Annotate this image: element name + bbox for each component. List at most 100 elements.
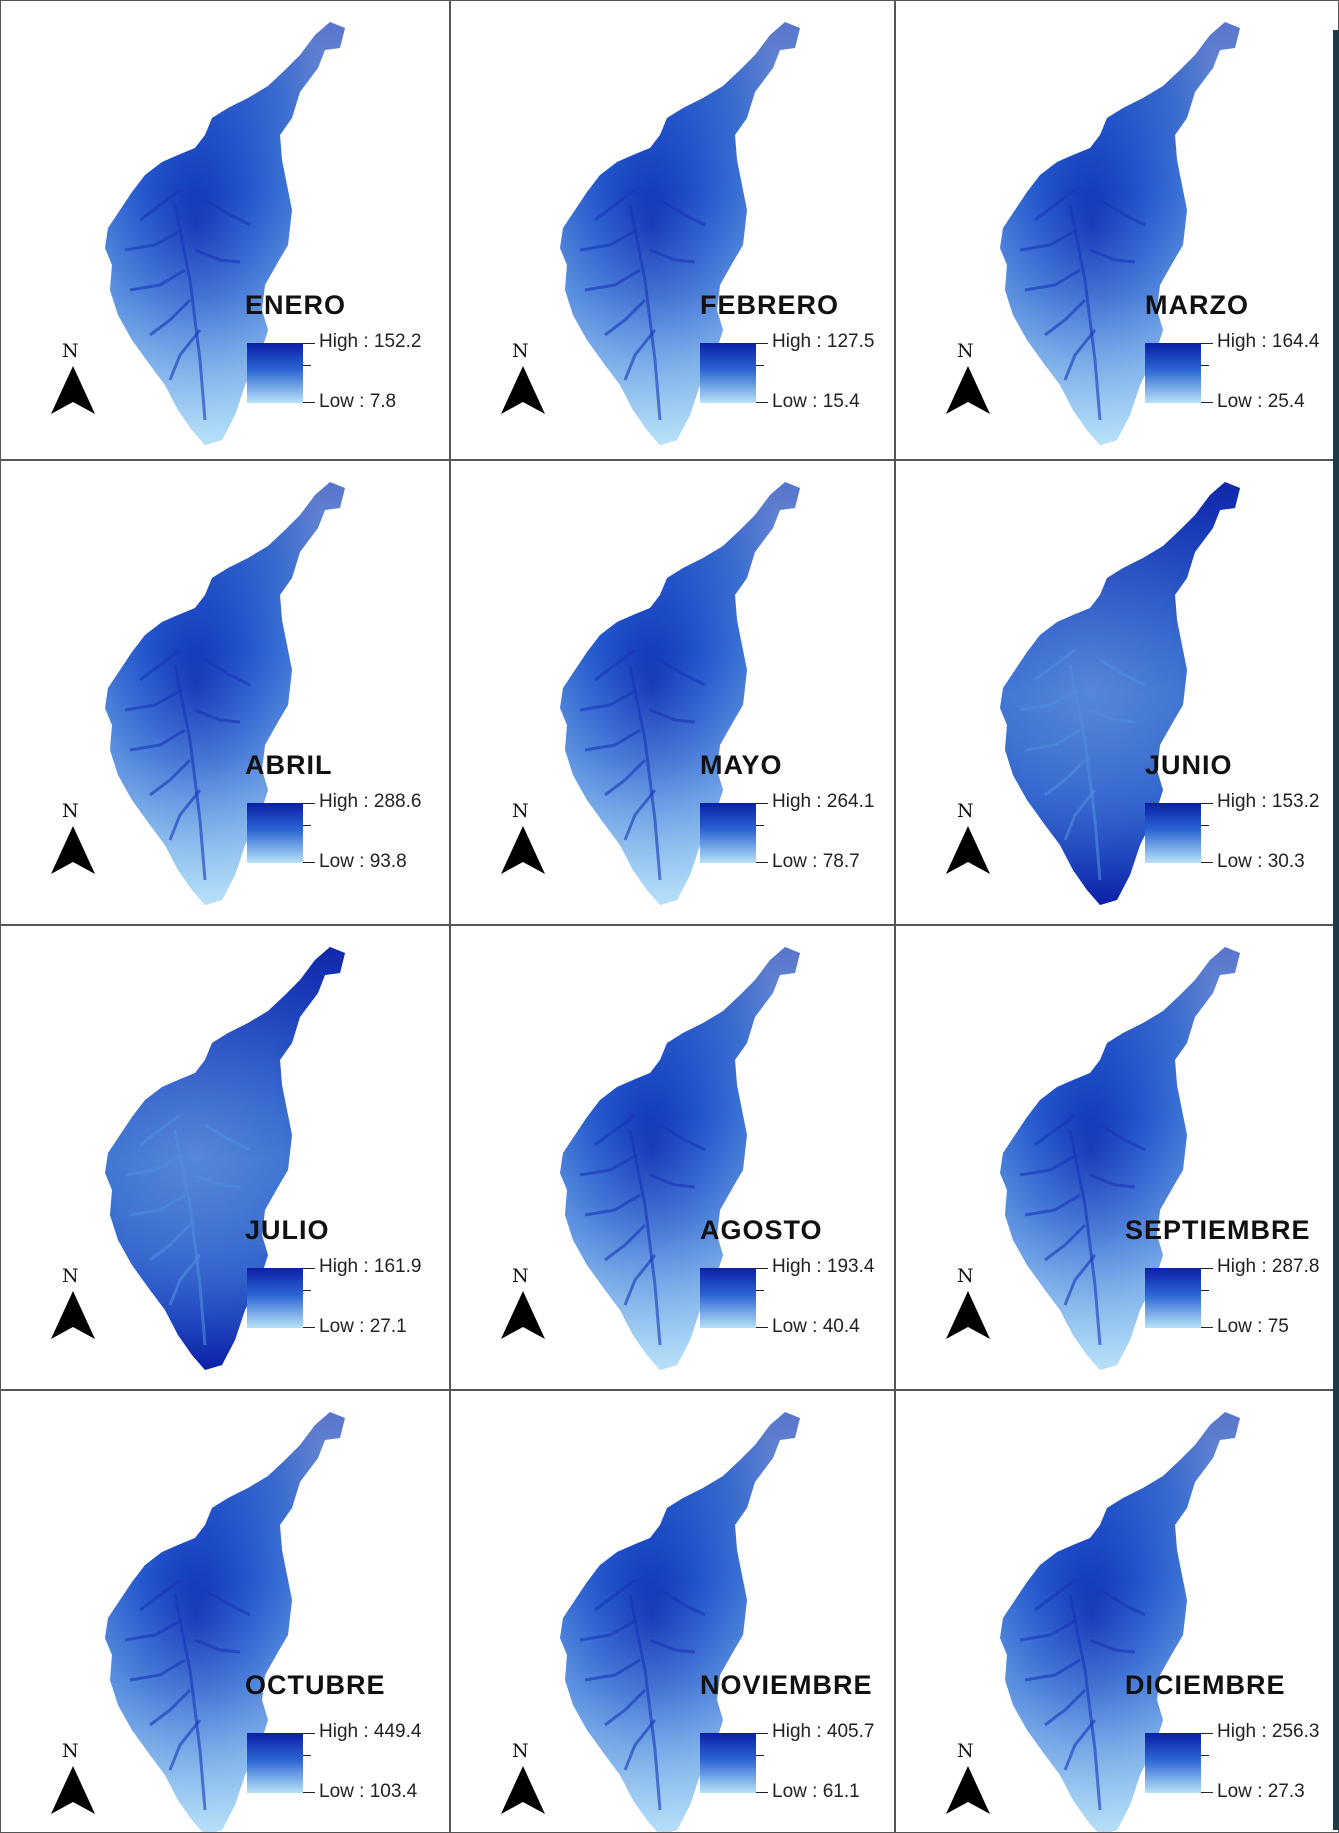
legend-high-label: High : 161.9: [319, 1256, 422, 1277]
legend-tick: [303, 1290, 311, 1291]
value-legend: High : 256.3 Low : 27.3: [1145, 1721, 1339, 1805]
map-panel-noviembre: NOVIEMBRE N High : 405.7 Low : 61.1: [450, 1390, 895, 1833]
legend-high-label: High : 127.5: [772, 331, 875, 352]
legend-tick: [1201, 1327, 1213, 1328]
legend-tick: [756, 1268, 768, 1269]
legend-high-label: High : 287.8: [1217, 1256, 1320, 1277]
month-title: ENERO: [245, 290, 347, 320]
legend-tick: [1201, 825, 1209, 826]
map-panel-marzo: MARZO N High : 164.4 Low : 25.4: [895, 0, 1339, 460]
legend-gradient-swatch: [247, 1268, 303, 1328]
legend-tick: [756, 402, 768, 403]
north-label: N: [62, 1265, 79, 1287]
north-arrow-icon: [501, 1291, 545, 1339]
north-arrow-icon: [946, 1291, 990, 1339]
month-title: FEBRERO: [700, 290, 840, 320]
legend-high-label: High : 164.4: [1217, 331, 1320, 352]
legend-tick: [1201, 1268, 1213, 1269]
legend-tick: [1201, 402, 1213, 403]
legend-gradient-swatch: [247, 803, 303, 863]
value-legend: High : 164.4 Low : 25.4: [1145, 331, 1339, 415]
basin-map: [560, 1412, 800, 1833]
north-arrow-icon: [946, 826, 990, 874]
map-panel-mayo: MAYO N High : 264.1 Low : 78.7: [450, 460, 895, 925]
legend-high-label: High : 449.4: [319, 1721, 422, 1742]
month-title: ABRIL: [245, 750, 333, 780]
basin-map: [1000, 1412, 1240, 1833]
map-panel-julio: JULIO N High : 161.9 Low : 27.1: [0, 925, 450, 1390]
legend-tick: [756, 1733, 768, 1734]
north-arrow: N: [945, 1265, 995, 1355]
month-title: JUNIO: [1145, 750, 1233, 780]
north-label: N: [957, 1265, 974, 1287]
map-panel-junio: JUNIO N High : 153.2 Low : 30.3: [895, 460, 1339, 925]
value-legend: High : 287.8 Low : 75: [1145, 1256, 1339, 1340]
north-label: N: [62, 340, 79, 362]
legend-high-label: High : 288.6: [319, 791, 422, 812]
map-panel-abril: ABRIL N High : 288.6 Low : 93.8: [0, 460, 450, 925]
legend-gradient-swatch: [247, 1733, 303, 1793]
legend-tick: [1201, 803, 1213, 804]
value-legend: High : 405.7 Low : 61.1: [700, 1721, 895, 1805]
legend-tick: [756, 1327, 768, 1328]
basin-map: [105, 947, 345, 1370]
north-arrow: N: [500, 1265, 550, 1355]
north-arrow-icon: [946, 366, 990, 414]
north-arrow: N: [500, 1740, 550, 1830]
north-label: N: [512, 1740, 529, 1762]
north-label: N: [957, 1740, 974, 1762]
basin-map: [105, 1412, 345, 1833]
legend-tick: [1201, 1755, 1209, 1756]
north-arrow: N: [945, 340, 995, 430]
north-arrow-icon: [51, 1766, 95, 1814]
north-arrow-icon: [51, 366, 95, 414]
legend-low-label: Low : 25.4: [1217, 391, 1305, 412]
legend-tick: [756, 343, 768, 344]
legend-gradient-swatch: [700, 803, 756, 863]
basin-map: [560, 947, 800, 1370]
north-arrow-icon: [51, 826, 95, 874]
value-legend: High : 193.4 Low : 40.4: [700, 1256, 895, 1340]
basin-map: [560, 482, 800, 905]
legend-low-label: Low : 27.3: [1217, 1781, 1305, 1802]
basin-map: [1000, 947, 1240, 1370]
legend-tick: [1201, 1792, 1213, 1793]
legend-tick: [756, 365, 764, 366]
legend-gradient-swatch: [700, 1268, 756, 1328]
north-arrow: N: [945, 1740, 995, 1830]
north-label: N: [62, 800, 79, 822]
legend-tick: [303, 1792, 315, 1793]
month-title: MAYO: [700, 750, 783, 780]
legend-tick: [303, 1733, 315, 1734]
basin-map: [1000, 22, 1240, 445]
month-title: MARZO: [1145, 290, 1249, 320]
legend-tick: [303, 1268, 315, 1269]
north-label: N: [957, 340, 974, 362]
legend-tick: [303, 1327, 315, 1328]
legend-high-label: High : 153.2: [1217, 791, 1320, 812]
value-legend: High : 127.5 Low : 15.4: [700, 331, 895, 415]
north-label: N: [512, 340, 529, 362]
legend-tick: [303, 825, 311, 826]
legend-gradient-swatch: [1145, 343, 1201, 403]
legend-high-label: High : 152.2: [319, 331, 422, 352]
month-title: NOVIEMBRE: [700, 1670, 873, 1700]
value-legend: High : 161.9 Low : 27.1: [247, 1256, 450, 1340]
legend-tick: [756, 862, 768, 863]
right-edge-bar: [1333, 30, 1339, 1830]
value-legend: High : 264.1 Low : 78.7: [700, 791, 895, 875]
legend-gradient-swatch: [1145, 1733, 1201, 1793]
north-arrow: N: [50, 1265, 100, 1355]
map-panel-febrero: FEBRERO N High : 127.5 Low : 15.4: [450, 0, 895, 460]
north-label: N: [512, 1265, 529, 1287]
north-arrow-icon: [946, 1766, 990, 1814]
month-title: JULIO: [245, 1215, 330, 1245]
legend-high-label: High : 256.3: [1217, 1721, 1320, 1742]
legend-tick: [756, 1290, 764, 1291]
north-arrow: N: [500, 800, 550, 890]
legend-tick: [756, 825, 764, 826]
map-panel-agosto: AGOSTO N High : 193.4 Low : 40.4: [450, 925, 895, 1390]
legend-high-label: High : 193.4: [772, 1256, 875, 1277]
month-title: OCTUBRE: [245, 1670, 386, 1700]
